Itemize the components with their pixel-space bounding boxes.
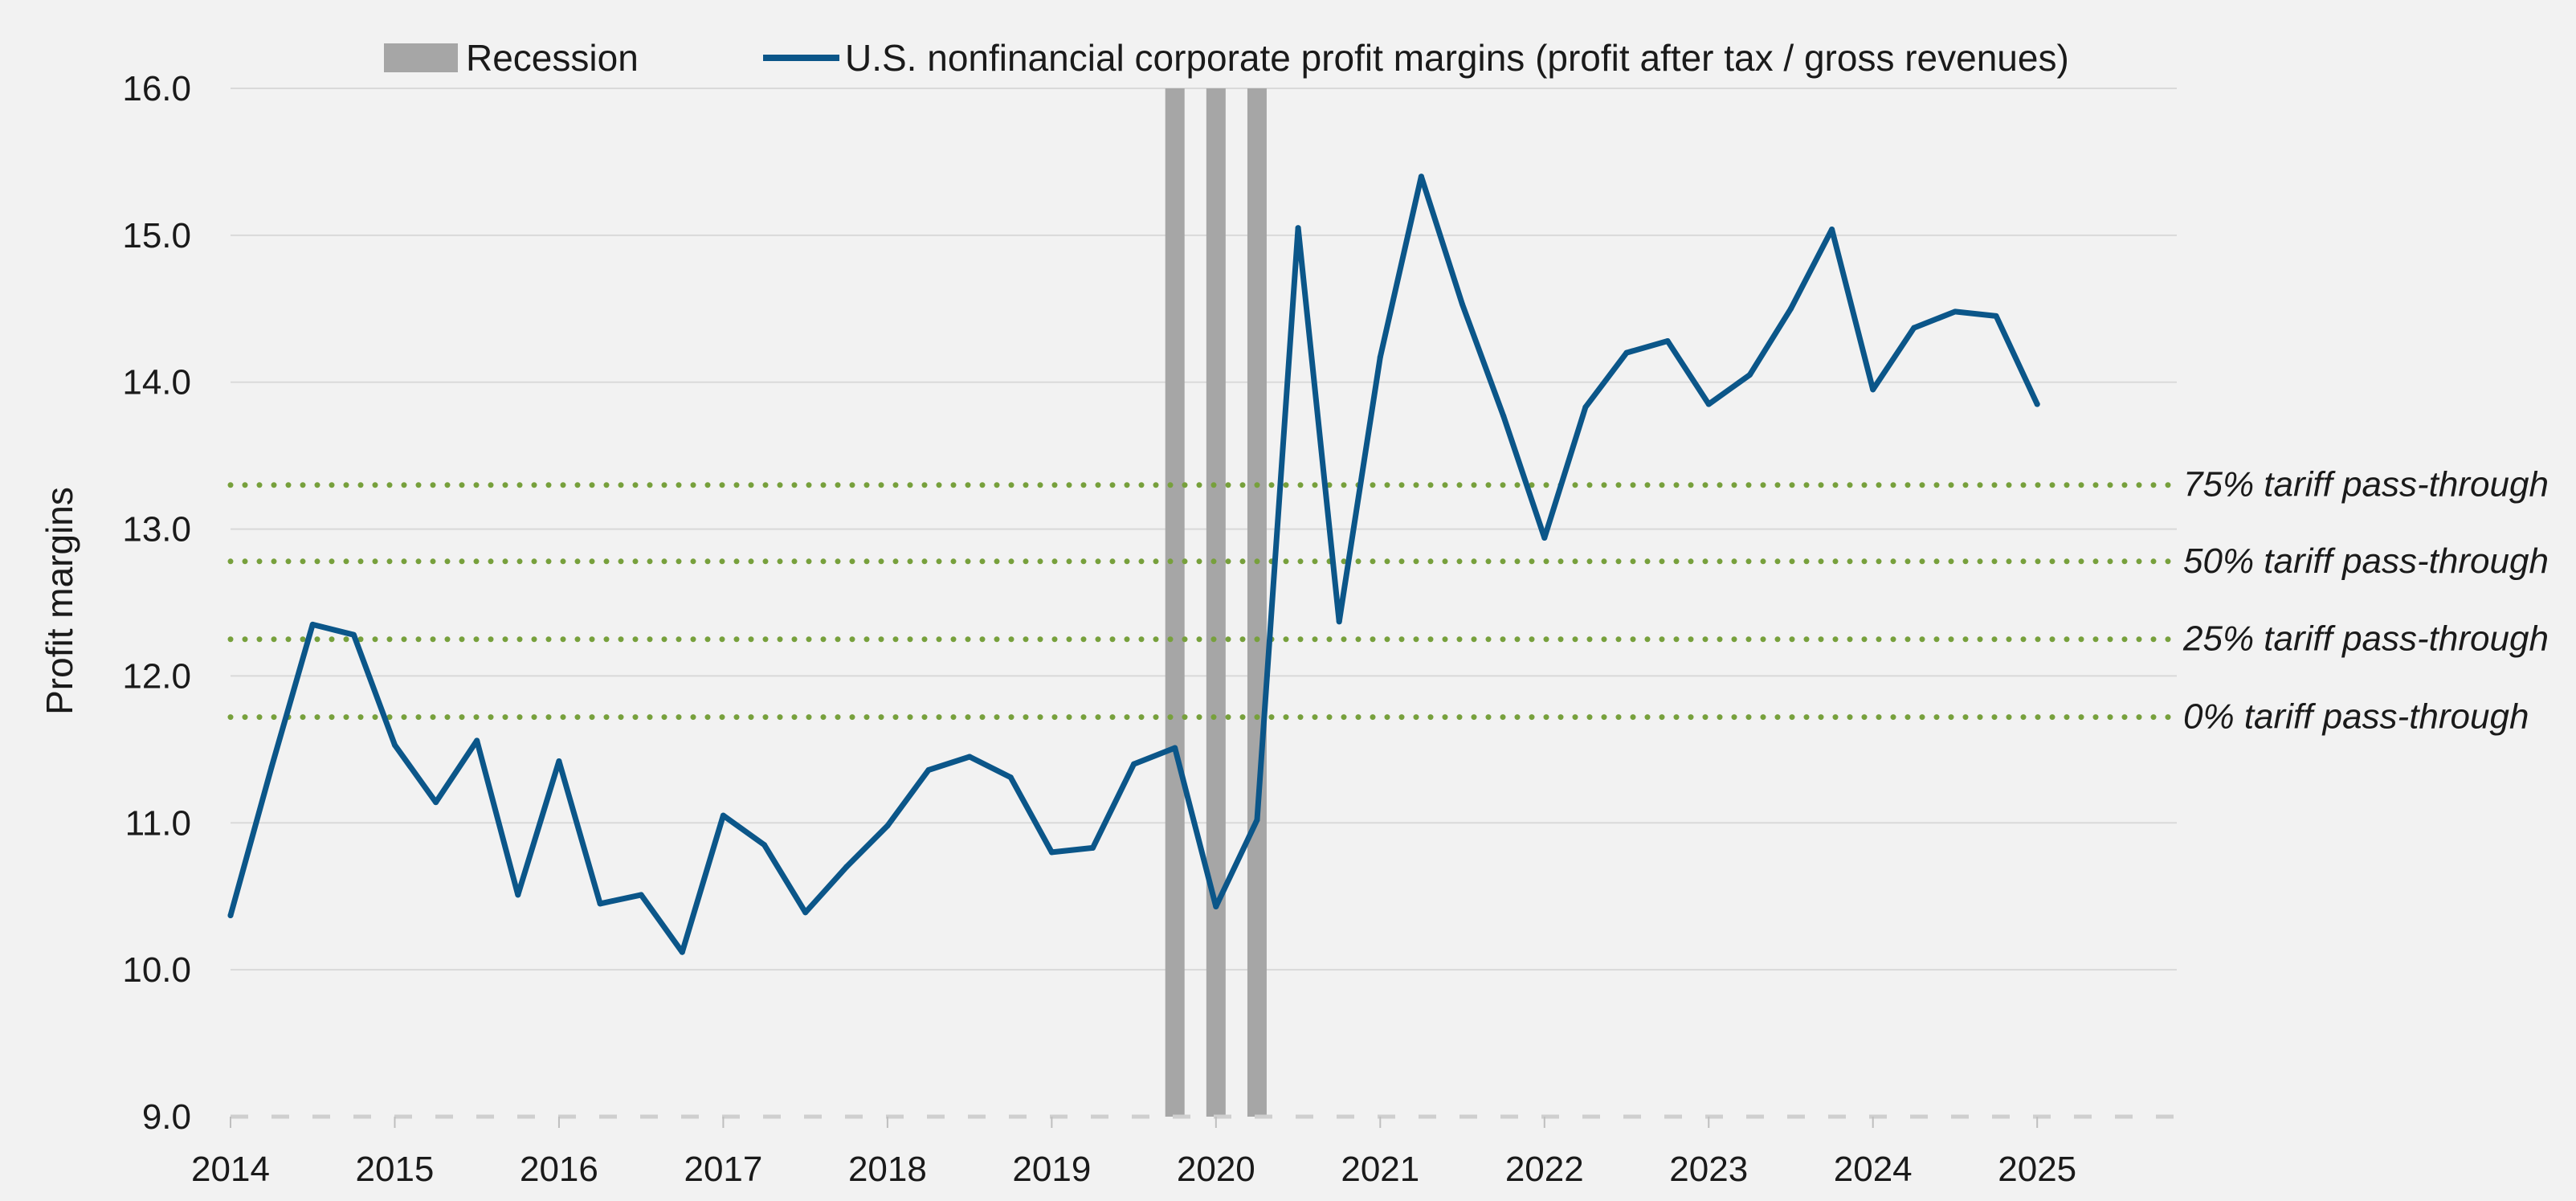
data-point xyxy=(1952,308,1958,315)
y-tick-label: 15.0 xyxy=(122,216,191,255)
axes: 9.0 10.0 11.0 12.0 13.0 14.0 15.0 16.0 2014 2015 2… xyxy=(122,69,2177,1189)
gridlines xyxy=(231,88,2177,971)
data-point xyxy=(1377,354,1383,361)
x-tick-label: 2017 xyxy=(684,1150,762,1189)
data-point xyxy=(1664,338,1671,345)
data-point xyxy=(268,764,275,770)
y-tick-label: 10.0 xyxy=(122,950,191,990)
data-point xyxy=(1582,404,1589,411)
series-layer xyxy=(227,174,2040,955)
data-point xyxy=(843,864,850,870)
data-point xyxy=(556,758,562,764)
x-tick-label: 2020 xyxy=(1177,1150,1255,1189)
data-point xyxy=(1705,401,1712,407)
x-tick-label: 2019 xyxy=(1012,1150,1091,1189)
recession-bar xyxy=(1247,88,1267,1117)
data-point xyxy=(1172,745,1178,751)
y-axis-label: Profit margins xyxy=(39,487,80,715)
data-point xyxy=(309,621,316,627)
data-point xyxy=(227,912,234,918)
reference-line-label: 50% tariff pass-through xyxy=(2183,541,2549,581)
x-tick-label: 2016 xyxy=(520,1150,598,1189)
data-point xyxy=(1459,301,1466,308)
data-point xyxy=(925,766,932,773)
y-tick-label: 9.0 xyxy=(142,1097,191,1137)
data-point xyxy=(1418,174,1424,180)
data-point xyxy=(1213,904,1219,910)
data-point xyxy=(1993,313,1999,319)
y-tick-label: 16.0 xyxy=(122,69,191,108)
data-point xyxy=(802,909,809,916)
data-point xyxy=(433,799,439,806)
legend-recession-label: Recession xyxy=(466,37,639,79)
y-tick-label: 11.0 xyxy=(125,803,191,843)
data-point xyxy=(884,823,891,829)
data-point xyxy=(720,812,726,819)
x-tick-label: 2025 xyxy=(1998,1150,2076,1189)
reference-line-label: 75% tariff pass-through xyxy=(2183,465,2549,505)
data-point xyxy=(597,901,603,907)
data-point xyxy=(2034,401,2040,407)
recession-bar xyxy=(1206,88,1226,1117)
data-point xyxy=(761,842,768,848)
data-point xyxy=(1746,372,1753,378)
data-point xyxy=(1254,817,1260,823)
data-point xyxy=(391,741,398,748)
data-point xyxy=(474,737,480,744)
data-point xyxy=(1829,227,1835,233)
data-point xyxy=(1870,386,1876,393)
data-point xyxy=(1295,225,1301,231)
x-tick-label: 2015 xyxy=(356,1150,435,1189)
x-tick-label: 2014 xyxy=(191,1150,270,1189)
data-point xyxy=(679,949,685,955)
legend-recession-swatch xyxy=(384,43,458,72)
x-tick-label: 2018 xyxy=(848,1150,927,1189)
data-point xyxy=(1911,325,1917,331)
data-point xyxy=(1089,844,1096,851)
recession-bar xyxy=(1165,88,1185,1117)
legend: Recession U.S. nonfinancial corporate pr… xyxy=(384,37,2069,79)
reference-line-label: 0% tariff pass-through xyxy=(2183,697,2529,737)
data-point xyxy=(1336,619,1342,625)
x-tick-label: 2024 xyxy=(1834,1150,1913,1189)
data-point xyxy=(1048,849,1055,856)
data-point xyxy=(350,631,357,638)
x-tick-label: 2021 xyxy=(1341,1150,1419,1189)
x-tick-label: 2023 xyxy=(1669,1150,1748,1189)
data-point xyxy=(1623,349,1630,356)
reference-lines: 75% tariff pass-through 50% tariff pass-t… xyxy=(227,465,2549,737)
data-point xyxy=(1541,535,1548,541)
recession-bars xyxy=(1165,88,1267,1117)
data-point xyxy=(1500,413,1507,419)
data-point xyxy=(515,892,521,898)
data-point xyxy=(638,892,644,898)
data-point xyxy=(966,754,973,760)
x-tick-label: 2022 xyxy=(1505,1150,1584,1189)
y-tick-label: 13.0 xyxy=(122,510,191,549)
data-point xyxy=(1787,305,1794,312)
data-point xyxy=(1007,774,1014,781)
reference-line-label: 25% tariff pass-through xyxy=(2182,619,2549,659)
data-point xyxy=(1131,761,1137,767)
y-tick-label: 12.0 xyxy=(122,656,191,696)
legend-series-label: U.S. nonfinancial corporate profit margi… xyxy=(845,37,2069,79)
y-tick-label: 14.0 xyxy=(122,363,191,402)
